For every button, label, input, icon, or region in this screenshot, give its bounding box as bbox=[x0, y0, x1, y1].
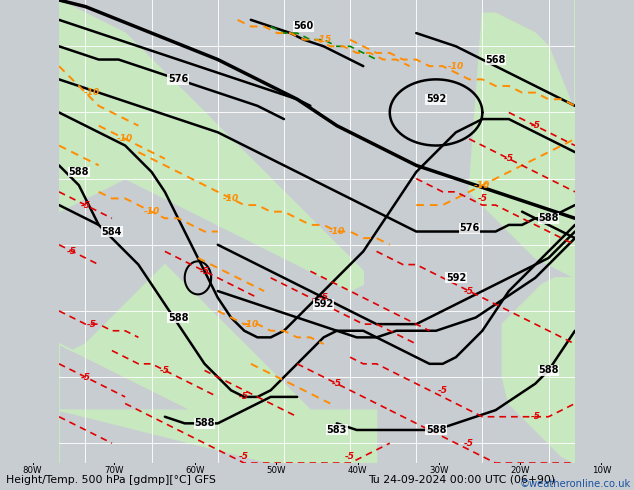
Text: 588: 588 bbox=[538, 366, 559, 375]
Text: 560: 560 bbox=[294, 22, 314, 31]
Text: -5: -5 bbox=[530, 412, 540, 421]
Text: 583: 583 bbox=[327, 425, 347, 435]
Text: -5: -5 bbox=[464, 287, 474, 295]
Text: 80W: 80W bbox=[23, 466, 42, 475]
Text: 20W: 20W bbox=[510, 466, 530, 475]
Text: -5: -5 bbox=[477, 194, 488, 203]
Text: -5: -5 bbox=[81, 200, 91, 210]
Polygon shape bbox=[59, 265, 350, 463]
Text: 70W: 70W bbox=[104, 466, 124, 475]
Text: -5: -5 bbox=[160, 366, 170, 375]
Text: -5: -5 bbox=[239, 392, 249, 401]
Text: ©weatheronline.co.uk: ©weatheronline.co.uk bbox=[520, 479, 631, 489]
Text: 576: 576 bbox=[168, 74, 188, 84]
Text: -10: -10 bbox=[474, 181, 491, 190]
Text: 576: 576 bbox=[459, 223, 479, 233]
Polygon shape bbox=[469, 0, 575, 278]
Text: Height/Temp. 500 hPa [gdmp][°C] GFS: Height/Temp. 500 hPa [gdmp][°C] GFS bbox=[6, 475, 216, 485]
Text: -10: -10 bbox=[243, 319, 259, 329]
Text: 40W: 40W bbox=[348, 466, 367, 475]
Text: 10W: 10W bbox=[592, 466, 611, 475]
Text: -5: -5 bbox=[87, 319, 97, 329]
Text: -5: -5 bbox=[437, 386, 448, 395]
Polygon shape bbox=[502, 278, 575, 463]
Text: -10: -10 bbox=[448, 62, 464, 71]
Text: -10: -10 bbox=[143, 207, 160, 216]
Text: 50W: 50W bbox=[267, 466, 286, 475]
Text: 588: 588 bbox=[168, 313, 188, 322]
Text: -5: -5 bbox=[464, 439, 474, 448]
Text: -5: -5 bbox=[345, 452, 355, 461]
Text: -5: -5 bbox=[200, 267, 210, 276]
Text: -5: -5 bbox=[67, 247, 77, 256]
Text: 592: 592 bbox=[426, 94, 446, 104]
Text: -5: -5 bbox=[530, 121, 540, 130]
Text: 588: 588 bbox=[68, 167, 89, 177]
Text: -10: -10 bbox=[84, 88, 100, 97]
Text: -5: -5 bbox=[504, 154, 514, 163]
Text: 588: 588 bbox=[426, 425, 446, 435]
Text: -5: -5 bbox=[81, 372, 91, 382]
Text: 592: 592 bbox=[313, 299, 333, 309]
Polygon shape bbox=[59, 0, 363, 291]
Text: -5: -5 bbox=[332, 379, 342, 388]
Text: 588: 588 bbox=[194, 418, 215, 428]
Text: 588: 588 bbox=[538, 213, 559, 223]
Text: 592: 592 bbox=[446, 273, 466, 283]
Text: 60W: 60W bbox=[185, 466, 205, 475]
Text: -10: -10 bbox=[328, 227, 345, 236]
Text: -5: -5 bbox=[239, 452, 249, 461]
Text: -10: -10 bbox=[223, 194, 239, 203]
Text: -15: -15 bbox=[316, 35, 332, 44]
Text: -10: -10 bbox=[117, 134, 133, 144]
Text: 584: 584 bbox=[101, 226, 122, 237]
Polygon shape bbox=[59, 410, 377, 463]
Text: 568: 568 bbox=[486, 54, 506, 65]
Text: Tu 24-09-2024 00:00 UTC (06+90): Tu 24-09-2024 00:00 UTC (06+90) bbox=[368, 475, 555, 485]
Text: -5: -5 bbox=[319, 293, 328, 302]
Text: 30W: 30W bbox=[429, 466, 449, 475]
